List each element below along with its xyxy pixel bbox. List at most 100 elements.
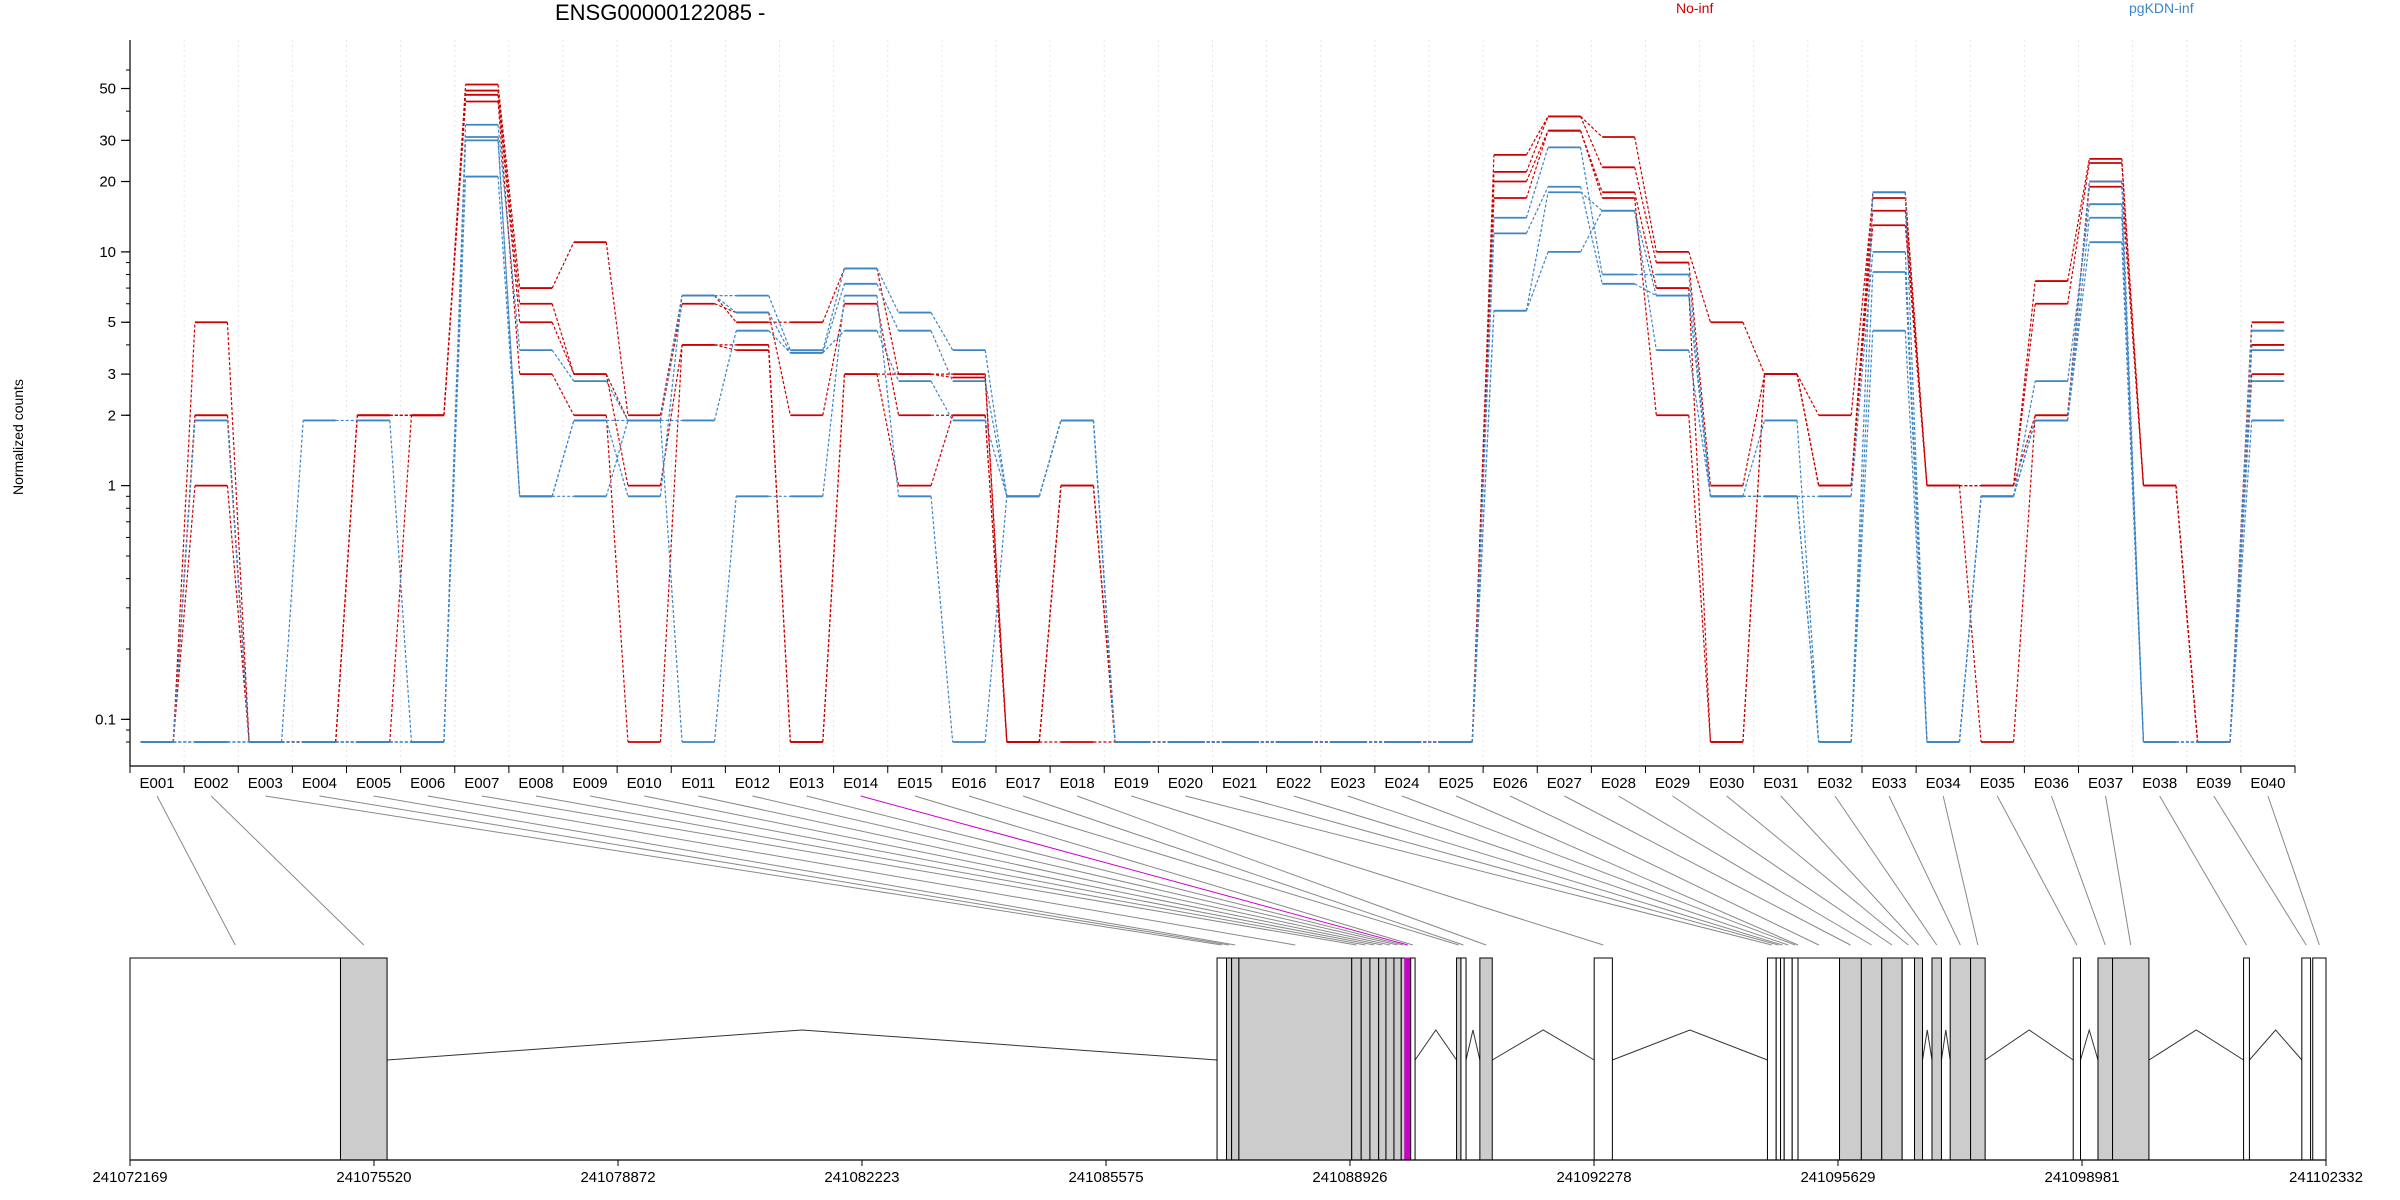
exon-step <box>1796 373 1820 486</box>
x-tick-label: E018 <box>1060 775 1095 792</box>
intron <box>2249 1029 2303 1061</box>
exon-E029 <box>1881 957 1903 1161</box>
exon-step <box>1038 485 1062 743</box>
exon-step <box>226 485 250 743</box>
exon-step <box>1579 116 1603 168</box>
connector-E039 <box>2213 795 2307 946</box>
intron <box>387 1029 1218 1061</box>
x-tick-label: E011 <box>681 775 715 792</box>
exon-step <box>1850 192 1874 743</box>
exon-step <box>984 420 1008 497</box>
exon-E015 <box>1410 957 1416 1161</box>
exon-step <box>1688 295 1712 497</box>
exon-E020 <box>1766 957 1777 1161</box>
exon-E008 <box>1360 957 1371 1161</box>
exon-E034 <box>1970 957 1986 1161</box>
exon-step <box>1634 192 1657 289</box>
exon-step <box>605 242 629 416</box>
exon-E016 <box>1456 957 1462 1161</box>
genomic-tick-label: 241072169 <box>92 1169 167 1186</box>
intron <box>1465 1029 1481 1061</box>
exon-step <box>443 101 467 416</box>
exon-step <box>768 312 791 354</box>
exon-E031 <box>1914 957 1924 1161</box>
exon-step <box>876 303 900 416</box>
x-tick-label: E003 <box>248 775 283 792</box>
y-tick-label: 30 <box>99 132 116 149</box>
y-tick-label: 1 <box>108 478 116 495</box>
exon-step <box>1688 415 1712 743</box>
series-lines <box>140 83 2285 743</box>
exon-step <box>497 94 521 323</box>
exon-step <box>822 295 846 497</box>
exon-step <box>1904 210 1928 486</box>
connector-E038 <box>2159 795 2247 946</box>
legend-entry-pgkdn-inf: pgKDN-inf <box>2129 0 2194 16</box>
x-tick-label: E002 <box>194 775 229 792</box>
x-tick-label: E022 <box>1276 775 1311 792</box>
exon-step <box>1092 485 1116 743</box>
exon-step <box>172 485 196 743</box>
connector-E021 <box>1239 795 1779 946</box>
exon-step <box>551 349 575 382</box>
intron <box>1612 1029 1768 1061</box>
intron <box>1491 1029 1595 1061</box>
exon-E036 <box>2097 957 2114 1161</box>
exon-step <box>1688 274 1712 497</box>
exon-step <box>1850 192 1874 486</box>
x-tick-label: E014 <box>843 775 878 792</box>
exon-step <box>930 312 954 351</box>
exon-step <box>497 124 521 351</box>
genomic-tick-label: 241092278 <box>1556 1169 1631 1186</box>
exon-step <box>2175 485 2199 743</box>
connector-E033 <box>1888 795 1961 946</box>
genomic-tick-label: 241082223 <box>824 1169 899 1186</box>
exon-step <box>1525 116 1549 156</box>
exon-step <box>1742 322 1766 375</box>
exon-step <box>1850 251 1874 497</box>
connector-E019 <box>1131 795 1604 946</box>
connector-E027 <box>1564 795 1851 946</box>
exon-step <box>497 176 521 497</box>
exon-step <box>930 373 953 379</box>
legend-entry-no-inf: No-inf <box>1676 0 1714 16</box>
exon-step <box>1634 197 1657 416</box>
exon-step <box>2012 281 2036 486</box>
connector-E029 <box>1672 795 1893 946</box>
exon-step <box>1850 225 1874 486</box>
exon-step <box>1092 420 1116 743</box>
exon-step <box>1688 262 1712 486</box>
exon-step <box>2175 485 2199 743</box>
exon-step <box>1958 496 1982 743</box>
exon-step <box>443 176 467 743</box>
connector-E025 <box>1455 795 1799 946</box>
connector-E035 <box>1996 795 2078 946</box>
x-tick-label: E017 <box>1006 775 1041 792</box>
exon-step <box>930 496 954 743</box>
y-tick-label: 5 <box>108 314 116 331</box>
exon-step <box>659 344 683 486</box>
genomic-tick-label: 241098981 <box>2044 1169 2119 1186</box>
exon-E027 <box>1839 957 1862 1161</box>
exon-E033 <box>1949 957 1972 1161</box>
exon-E013 <box>1400 957 1406 1161</box>
exon-step <box>605 420 629 497</box>
exon-step <box>822 374 846 743</box>
connector-E015 <box>914 795 1414 946</box>
exon-step <box>2012 415 2036 743</box>
x-tick-label: E013 <box>789 775 824 792</box>
exon-step <box>226 415 250 743</box>
exon-step <box>1038 485 1062 743</box>
exon-E024 <box>1791 957 1799 1161</box>
connector-E012 <box>752 795 1398 946</box>
exon-E004 <box>1226 957 1233 1161</box>
y-axis: 0.1 1 2 3 5 10 20 30 50 <box>95 40 131 766</box>
exon-step <box>1038 420 1062 497</box>
exon-step <box>659 344 683 743</box>
x-tick-label: E029 <box>1655 775 1690 792</box>
connector-E004 <box>319 795 1230 946</box>
exon-step <box>605 420 629 497</box>
exon-E021 <box>1775 957 1782 1161</box>
exon-step <box>2229 350 2253 743</box>
exon-step <box>1092 485 1116 743</box>
